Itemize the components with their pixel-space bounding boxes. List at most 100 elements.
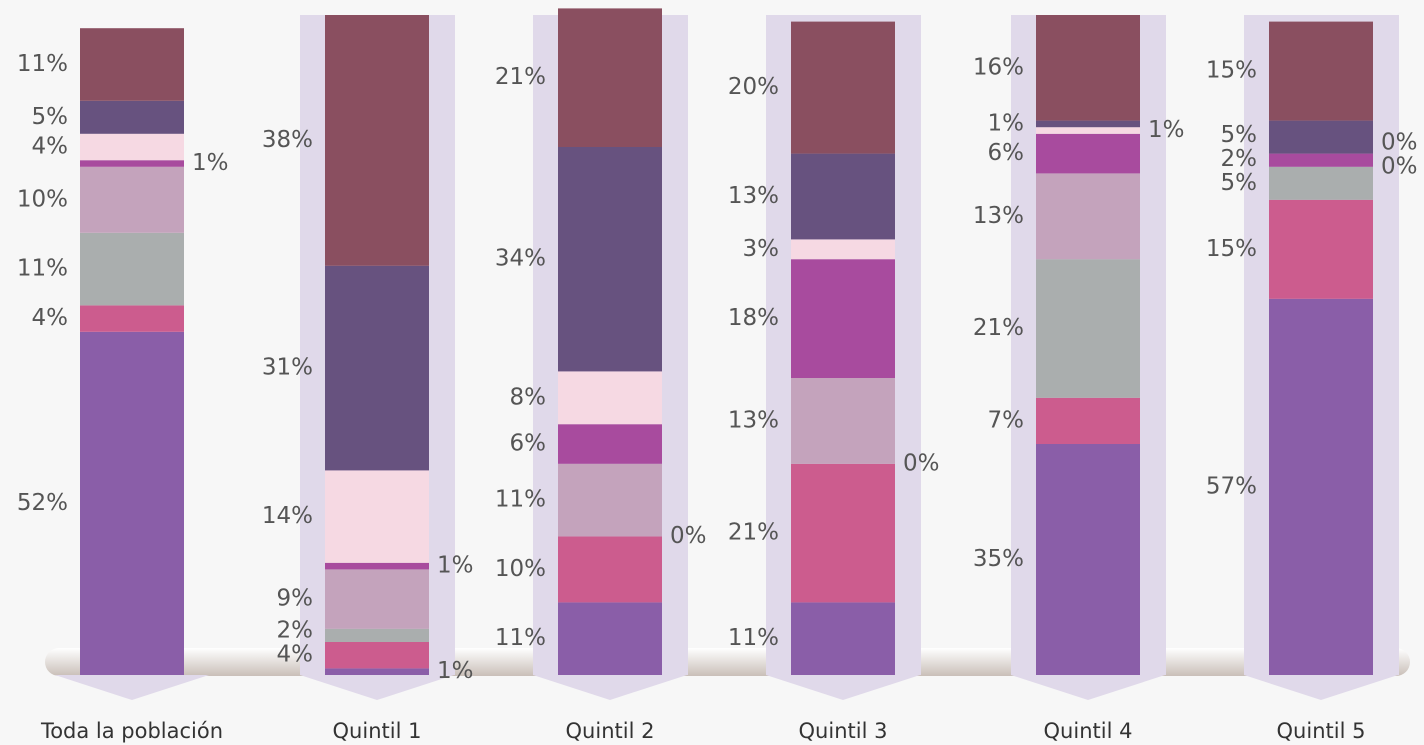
data-label: 2% <box>277 618 314 644</box>
bar-segment <box>80 133 184 161</box>
bar-segment <box>1036 259 1140 398</box>
data-label: 8% <box>510 384 547 410</box>
data-label: 10% <box>495 556 546 582</box>
bar-segment <box>791 463 895 603</box>
data-label: 21% <box>495 64 546 90</box>
bar-segment <box>325 470 429 563</box>
data-label: 31% <box>262 355 313 381</box>
data-label: 13% <box>728 407 779 433</box>
data-label: 57% <box>1206 473 1257 499</box>
data-label: 4% <box>277 642 314 668</box>
data-label: 1% <box>437 658 474 684</box>
bar-segment <box>558 147 662 372</box>
data-label: 11% <box>728 625 779 651</box>
data-label: 11% <box>495 487 546 513</box>
bar-segment <box>1036 15 1140 121</box>
data-label: 5% <box>32 104 69 130</box>
bar-segment <box>325 562 429 570</box>
bar-segment <box>325 569 429 629</box>
data-label: 11% <box>17 51 68 77</box>
bar-segment <box>791 378 895 464</box>
background <box>55 15 1399 700</box>
bar-segment <box>558 371 662 425</box>
bar-segment <box>325 642 429 669</box>
data-label: 1% <box>437 553 474 579</box>
chevron <box>1244 675 1398 700</box>
data-label: 52% <box>17 490 68 516</box>
bar-segment <box>1269 21 1373 121</box>
data-label: 4% <box>32 305 69 331</box>
bar-segment <box>791 259 895 378</box>
data-label: 18% <box>728 305 779 331</box>
bar-segment <box>80 160 184 167</box>
bar-segment <box>1036 173 1140 260</box>
bar-segment <box>558 424 662 464</box>
chevron <box>533 675 687 700</box>
data-label: 7% <box>988 407 1025 433</box>
bar-segment <box>558 536 662 603</box>
bar-segment <box>325 15 429 266</box>
labels: Toda la población 52% 4% 11% 10% 4% 5% 11% 1% Qui… <box>17 51 1418 743</box>
data-label: 14% <box>262 503 313 529</box>
chevron <box>300 675 454 700</box>
bar-segment <box>558 602 662 675</box>
bar-segment <box>80 305 184 332</box>
bar-segment <box>80 28 184 101</box>
data-label: 21% <box>973 315 1024 341</box>
bar-segment <box>1269 199 1373 299</box>
x-tick-label: Quintil 5 <box>1277 719 1366 743</box>
bars <box>80 8 1373 675</box>
floor-shadow <box>45 648 1410 676</box>
data-label: 4% <box>32 134 69 160</box>
bar-segment <box>1036 397 1140 444</box>
bar-segment <box>1269 298 1373 675</box>
data-label: 0% <box>1381 153 1418 179</box>
bar-segment <box>558 8 662 148</box>
chevron <box>1011 675 1165 700</box>
bar-segment <box>325 668 429 675</box>
bar-segment <box>791 602 895 675</box>
data-label: 11% <box>495 625 546 651</box>
data-label: 3% <box>743 236 780 262</box>
data-label: 34% <box>495 246 546 272</box>
data-label: 11% <box>17 256 68 282</box>
bar-segment <box>325 265 429 471</box>
data-label: 5% <box>1221 122 1258 148</box>
bar-segment <box>80 331 184 675</box>
data-label: 6% <box>510 431 547 457</box>
chevron <box>766 675 920 700</box>
x-tick-label: Quintil 4 <box>1044 719 1133 743</box>
bar-segment <box>1269 153 1373 167</box>
x-tick-label: Quintil 3 <box>799 719 888 743</box>
data-label: 0% <box>1381 129 1418 155</box>
bar-segment <box>791 153 895 240</box>
x-tick-label: Toda la población <box>40 719 223 743</box>
bar-segment <box>1036 444 1140 675</box>
data-label: 10% <box>17 186 68 212</box>
bar-segment <box>791 239 895 260</box>
data-label: 0% <box>670 523 707 549</box>
x-tick-label: Quintil 2 <box>566 719 655 743</box>
data-label: 15% <box>1206 236 1257 262</box>
bar-segment <box>325 628 429 642</box>
data-label: 0% <box>903 450 940 476</box>
bar-segment <box>80 232 184 306</box>
data-label: 1% <box>988 110 1025 136</box>
bar-segment <box>1269 166 1373 200</box>
data-label: 20% <box>728 74 779 100</box>
data-label: 35% <box>973 546 1024 572</box>
bar-segment <box>80 100 184 134</box>
data-label: 16% <box>973 54 1024 80</box>
chevron <box>55 675 209 700</box>
data-label: 1% <box>192 150 229 176</box>
bar-segment <box>1036 127 1140 134</box>
bar-segment <box>791 21 895 154</box>
data-label: 13% <box>728 183 779 209</box>
data-label: 6% <box>988 140 1025 166</box>
data-label: 2% <box>1221 146 1258 172</box>
bar-segment <box>1036 133 1140 174</box>
bar-segment <box>80 166 184 233</box>
data-label: 13% <box>973 203 1024 229</box>
bar-segment <box>1036 120 1140 128</box>
